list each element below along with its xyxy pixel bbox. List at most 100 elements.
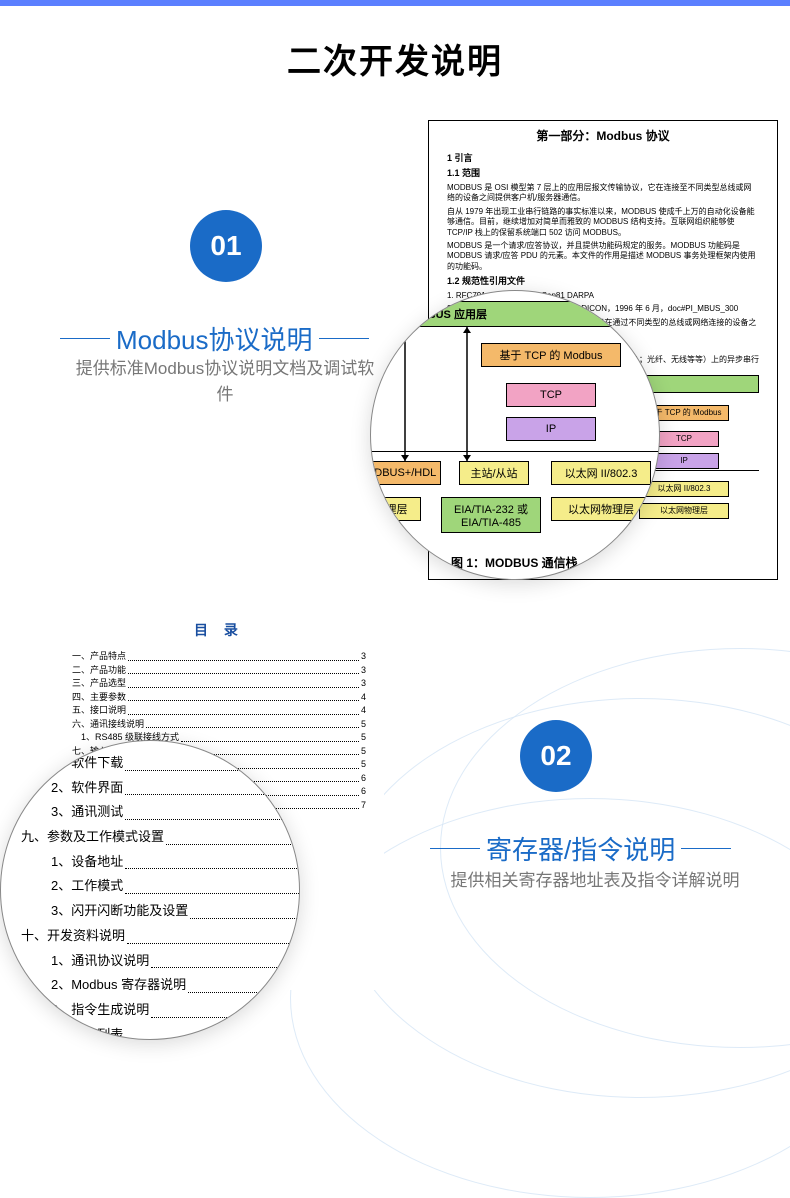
arrow-icon (399, 327, 411, 461)
divider (681, 848, 731, 849)
feature-desc: 提供标准Modbus协议说明文档及调试软件 (70, 356, 380, 407)
toc-text: 五、接口说明 (72, 704, 126, 718)
feature-title-row: 寄存器/指令说明 (430, 830, 731, 867)
toc-page: 4 (361, 691, 366, 705)
toc-row: 1、RS485 级联接线方式5 (72, 731, 366, 745)
magnifier-toc: 1、软件下载72、软件界面73、通讯测试8九、参数及工作模式设置101、设备地址… (0, 740, 300, 1040)
toc-page: 3 (361, 664, 366, 678)
doc-h1: 1 引言 (447, 153, 759, 165)
toc-dots (146, 718, 359, 729)
toc-page: 4 (361, 704, 366, 718)
mag-toc-row: 3、通讯测试8 (21, 800, 300, 825)
mag-toc-text: 3、闪开闪断功能及设置 (51, 899, 188, 924)
mag-toc-row: 十、开发资料说明14 (21, 924, 300, 949)
toc-dots (125, 776, 300, 796)
toc-page: 3 (361, 677, 366, 691)
mag-layer-tcp: TCP (506, 383, 596, 407)
doc-title: 第一部分：Modbus 协议 (447, 129, 759, 145)
doc-p: MODBUS 是 OSI 模型第 7 层上的应用层报文传输协议，它在连接至不同类… (447, 183, 759, 204)
feature-desc: 提供相关寄存器地址表及指令详解说明 (450, 868, 740, 894)
feature-title-row: Modbus协议说明 (60, 320, 369, 357)
stack-line (370, 451, 660, 452)
mag-layer-tcp-modbus: 基于 TCP 的 Modbus (481, 343, 621, 367)
toc-dots (181, 731, 359, 742)
layer-eth: 以太网 II/802.3 (639, 481, 729, 497)
toc-page: 5 (361, 745, 366, 759)
toc-dots (125, 850, 300, 870)
mag-toc-text: 3、通讯测试 (51, 800, 123, 825)
badge-01: 01 (190, 210, 262, 282)
doc-h12: 1.2 规范性引用文件 (447, 276, 759, 288)
toc-dots (128, 664, 359, 675)
toc-text: 一、产品特点 (72, 650, 126, 664)
mag-toc-list: 1、软件下载72、软件界面73、通讯测试8九、参数及工作模式设置101、设备地址… (21, 751, 300, 1040)
mag-layer-eth-phy: 以太网物理层 (551, 497, 651, 521)
doc-p: 自从 1979 年出现工业串行链路的事实标准以来，MODBUS 使成千上万的自动… (447, 207, 759, 238)
toc-page: 6 (361, 785, 366, 799)
mag-layer-eth: 以太网 II/802.3 (551, 461, 651, 485)
toc-dots (166, 825, 300, 845)
magnifier-modbus-stack: MODBUS 应用层 基于 TCP 的 Modbus TCP IP ODBUS+… (370, 290, 660, 580)
mag-toc-text: 1、设备地址 (51, 850, 123, 875)
toc-row: 四、主要参数 4 (72, 691, 366, 705)
toc-dots (128, 691, 359, 702)
toc-dots (128, 650, 359, 661)
toc-text: 六、通讯接线说明 (72, 718, 144, 732)
toc-dots (125, 800, 300, 820)
toc-dots (125, 751, 300, 771)
main-title: 二次开发说明 (0, 34, 790, 83)
mag-layer-ip: IP (506, 417, 596, 441)
toc-row: 一、产品特点3 (72, 650, 366, 664)
mag-layer-phy: 物理层 (370, 497, 421, 521)
mag-toc-text: 2、软件界面 (51, 776, 123, 801)
doc-p: MODBUS 是一个请求/应答协议，并且提供功能码规定的服务。MODBUS 功能… (447, 241, 759, 272)
toc-text: 二、产品功能 (72, 664, 126, 678)
divider (60, 338, 110, 339)
arrow-icon (461, 327, 473, 461)
mag-toc-row: 3、闪开闪断功能及设置13 (21, 899, 300, 924)
divider (430, 848, 480, 849)
doc-h11: 1.1 范围 (447, 168, 759, 180)
feature-title: 寄存器/指令说明 (486, 830, 675, 867)
mag-toc-row: 1、软件下载7 (21, 751, 300, 776)
toc-row: 二、产品功能 3 (72, 664, 366, 678)
mag-toc-text: 九、参数及工作模式设置 (21, 825, 164, 850)
mag-toc-row: 3、指令生成说明15 (21, 998, 300, 1023)
layer-ip: IP (649, 453, 719, 469)
toc-title: 目 录 (72, 620, 366, 640)
toc-page: 7 (361, 799, 366, 813)
toc-dots (127, 924, 300, 944)
mag-toc-row: 九、参数及工作模式设置10 (21, 825, 300, 850)
mag-toc-text: 2、工作模式 (51, 874, 123, 899)
section-register: 02 寄存器/指令说明 提供相关寄存器地址表及指令详解说明 目 录 一、产品特点… (0, 610, 790, 1000)
toc-page: 5 (361, 718, 366, 732)
toc-row: 五、接口说明 4 (72, 704, 366, 718)
toc-row: 六、通讯接线说明 5 (72, 718, 366, 732)
mag-layer-master: 主站/从站 (459, 461, 529, 485)
mag-toc-row: 2、Modbus 寄存器说明14 (21, 973, 300, 998)
mag-toc-text: 1、通讯协议说明 (51, 949, 149, 974)
mag-toc-text: 十、开发资料说明 (21, 924, 125, 949)
toc-page: 5 (361, 731, 366, 745)
toc-dots (125, 1023, 300, 1040)
divider (319, 338, 369, 339)
toc-dots (125, 874, 300, 894)
mag-toc-row: 4、指令列表16 (21, 1023, 300, 1040)
layer-eth-phy: 以太网物理层 (639, 503, 729, 519)
toc-page: 6 (361, 772, 366, 786)
mag-toc-row: 2、软件界面7 (21, 776, 300, 801)
mag-toc-text: 2、Modbus 寄存器说明 (51, 973, 186, 998)
toc-dots (151, 949, 300, 969)
mag-toc-row: 2、工作模式12 (21, 874, 300, 899)
toc-text: 四、主要参数 (72, 691, 126, 705)
toc-dots (190, 899, 300, 919)
mag-caption: 图 1：MODBUS 通信栈 (451, 554, 578, 571)
mag-toc-text: 4、指令列表 (51, 1023, 123, 1040)
toc-dots (128, 704, 359, 715)
top-accent-bar (0, 0, 790, 6)
mag-layer-app: MODBUS 应用层 (371, 301, 660, 327)
toc-dots (188, 973, 300, 993)
mag-toc-text: 3、指令生成说明 (51, 998, 149, 1023)
mag-toc-row: 1、设备地址10 (21, 850, 300, 875)
toc-dots (128, 677, 359, 688)
